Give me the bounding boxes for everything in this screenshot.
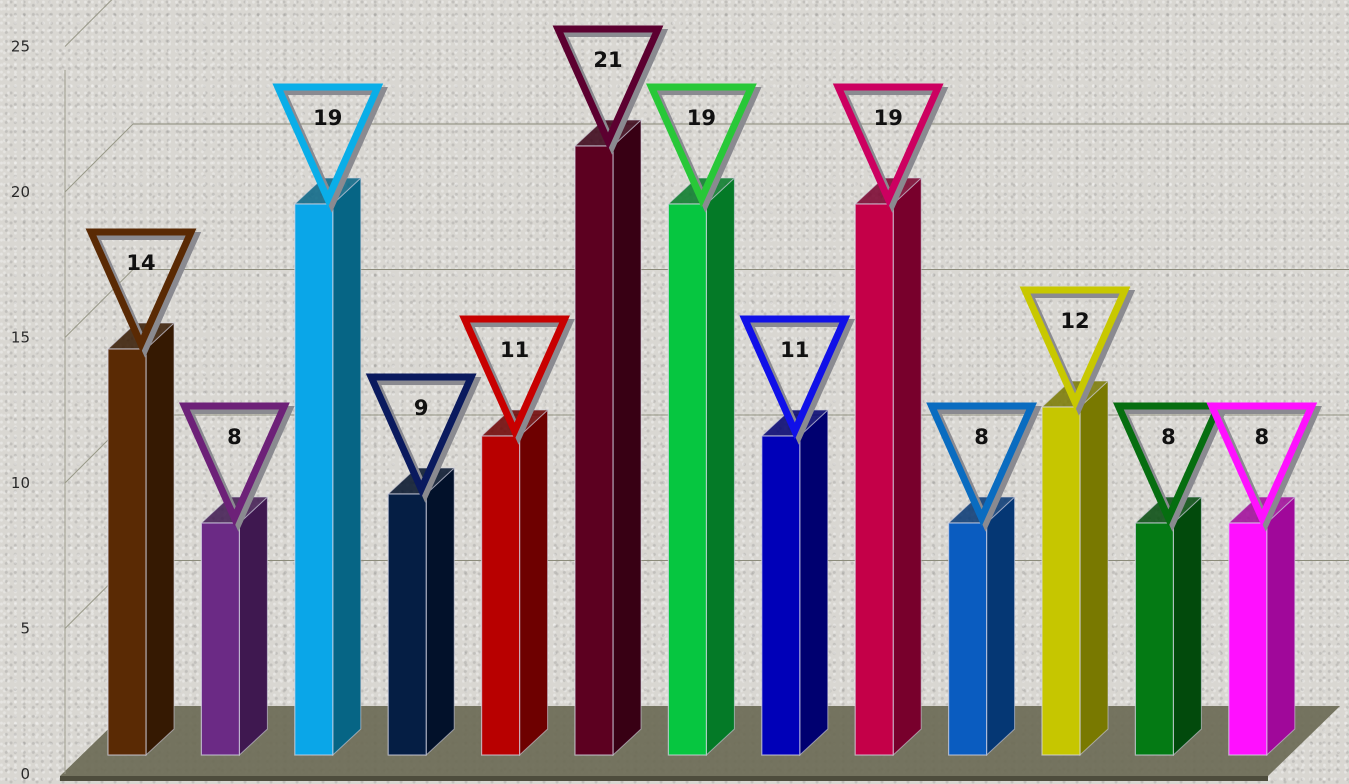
bars bbox=[106, 118, 1297, 757]
data-label-marker: 9 bbox=[365, 373, 482, 503]
bar-front bbox=[947, 522, 988, 756]
y-tick-label: 20 bbox=[11, 183, 30, 201]
data-label: 11 bbox=[780, 338, 809, 362]
bar-front bbox=[667, 203, 708, 756]
y-tick-label: 0 bbox=[20, 765, 30, 783]
bar-front bbox=[107, 348, 147, 756]
bar-side bbox=[1172, 495, 1202, 757]
bar bbox=[1040, 379, 1110, 757]
data-label: 9 bbox=[414, 396, 429, 420]
y-axis: 0 5 10 15 20 25 bbox=[11, 38, 66, 783]
bar bbox=[200, 495, 269, 757]
data-label: 11 bbox=[500, 338, 529, 362]
data-label-marker: 8 bbox=[1206, 402, 1322, 532]
data-label-marker: 19 bbox=[272, 83, 388, 213]
bar bbox=[386, 466, 456, 757]
marker-triangle bbox=[646, 83, 757, 208]
data-label: 8 bbox=[974, 425, 989, 449]
bar bbox=[106, 321, 176, 757]
bar bbox=[573, 118, 643, 757]
marker-triangle bbox=[85, 228, 197, 353]
floor-edge bbox=[60, 776, 1268, 781]
data-label-marker: 12 bbox=[1019, 286, 1136, 416]
data-label-marker: 8 bbox=[1113, 402, 1229, 532]
bar-front bbox=[1134, 522, 1175, 756]
marker-triangle bbox=[459, 315, 570, 440]
marker-triangle bbox=[926, 402, 1037, 527]
bar-front bbox=[1041, 406, 1081, 756]
data-label: 19 bbox=[313, 106, 342, 130]
data-label: 19 bbox=[687, 106, 716, 130]
bar-side bbox=[1079, 379, 1109, 757]
data-label-markers: 14 8 19 9 11 21 19 11 19 8 12 8 8 bbox=[85, 25, 1322, 532]
bar-front bbox=[574, 145, 614, 756]
marker-triangle bbox=[552, 25, 664, 150]
bar bbox=[667, 176, 736, 757]
bar-side bbox=[425, 466, 455, 757]
bar-side bbox=[238, 495, 268, 757]
y-tick-label: 10 bbox=[11, 474, 30, 492]
gridline-side bbox=[64, 123, 134, 193]
bar-front bbox=[294, 203, 334, 756]
bar-side bbox=[1266, 495, 1296, 757]
marker-triangle bbox=[832, 83, 944, 208]
y-tick-label: 5 bbox=[20, 620, 30, 638]
data-label-marker: 8 bbox=[926, 402, 1042, 532]
bar bbox=[947, 495, 1016, 757]
data-label: 12 bbox=[1060, 309, 1089, 333]
marker-triangle bbox=[365, 373, 477, 498]
y-tick-label: 25 bbox=[11, 38, 30, 56]
bar-side bbox=[705, 176, 735, 757]
marker-triangle bbox=[739, 315, 851, 440]
bar bbox=[293, 176, 363, 757]
bar-front bbox=[761, 435, 801, 756]
bar-front bbox=[200, 522, 240, 756]
bar-side bbox=[986, 495, 1016, 757]
data-label: 14 bbox=[126, 251, 155, 275]
data-label: 8 bbox=[1161, 425, 1176, 449]
data-label: 19 bbox=[874, 106, 903, 130]
data-label-marker: 19 bbox=[832, 83, 949, 213]
marker-triangle bbox=[1206, 402, 1318, 527]
bar bbox=[1134, 495, 1203, 757]
data-label-marker: 19 bbox=[646, 83, 762, 213]
bar-front bbox=[387, 493, 427, 756]
bar bbox=[760, 408, 830, 757]
marker-triangle bbox=[1019, 286, 1131, 411]
data-label: 8 bbox=[227, 425, 242, 449]
data-label-marker: 8 bbox=[179, 402, 295, 532]
data-label-marker: 14 bbox=[85, 228, 202, 358]
bar bbox=[1227, 495, 1297, 757]
data-label-marker: 11 bbox=[459, 315, 575, 445]
data-label-marker: 11 bbox=[739, 315, 855, 445]
bar-front bbox=[854, 203, 894, 756]
bar-front bbox=[481, 435, 521, 756]
data-label-marker: 21 bbox=[552, 25, 669, 155]
bar-side bbox=[799, 408, 829, 757]
gridline-side bbox=[64, 0, 113, 47]
data-label: 8 bbox=[1254, 425, 1269, 449]
marker-triangle bbox=[179, 402, 290, 527]
bar bbox=[480, 408, 549, 757]
bar-side bbox=[892, 176, 922, 757]
bar-side bbox=[332, 176, 362, 757]
bar-side bbox=[519, 408, 549, 757]
bar-side bbox=[612, 118, 642, 757]
data-label: 21 bbox=[593, 48, 622, 72]
marker-triangle bbox=[272, 83, 384, 208]
marker-triangle bbox=[1113, 402, 1224, 527]
bar-front bbox=[1228, 522, 1268, 756]
bar bbox=[853, 176, 923, 757]
gridline-side bbox=[64, 269, 134, 338]
y-tick-label: 15 bbox=[11, 329, 30, 347]
bar-side bbox=[145, 321, 175, 757]
